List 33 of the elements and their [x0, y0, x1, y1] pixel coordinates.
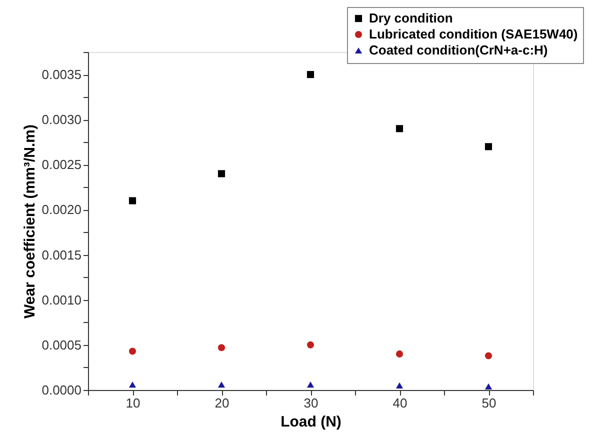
point	[306, 70, 314, 78]
legend-label: Coated condition(CrN+a-c:H)	[369, 42, 548, 58]
x-tick-label: 30	[304, 396, 318, 410]
y-tick-label: 0.0015	[42, 247, 82, 262]
y-tick-label: 0.0035	[42, 67, 82, 82]
x-axis-title: Load (N)	[280, 414, 342, 430]
y-axis-title: Wear coefficient (mm³/N.m)	[22, 124, 39, 318]
x-tick-label: 10	[126, 396, 140, 410]
point	[218, 382, 226, 388]
point	[306, 341, 314, 348]
legend-label: Dry condition	[369, 10, 453, 26]
point	[396, 125, 404, 132]
point	[218, 344, 226, 352]
point	[128, 382, 136, 388]
point	[128, 197, 136, 204]
y-tick-label: 0.0005	[42, 337, 82, 352]
x-tick-label: 40	[392, 396, 408, 410]
x-tick-label: 20	[214, 396, 230, 410]
y-tick-label: 0.0030	[42, 112, 82, 128]
y-tick-label: 0.0025	[42, 157, 82, 172]
point	[484, 352, 492, 360]
point	[218, 170, 226, 178]
point	[396, 382, 404, 389]
point	[128, 348, 136, 355]
point	[484, 143, 492, 150]
legend-label: Lubricated condition (SAE15W40)	[369, 26, 578, 42]
y-tick-label: 0.0010	[42, 292, 82, 308]
y-tick-label: 0.0000	[42, 382, 82, 398]
y-tick-label: 0.0020	[42, 202, 82, 218]
point	[306, 382, 314, 388]
point	[396, 350, 404, 358]
point	[484, 383, 492, 390]
x-tick-label: 50	[482, 396, 496, 410]
